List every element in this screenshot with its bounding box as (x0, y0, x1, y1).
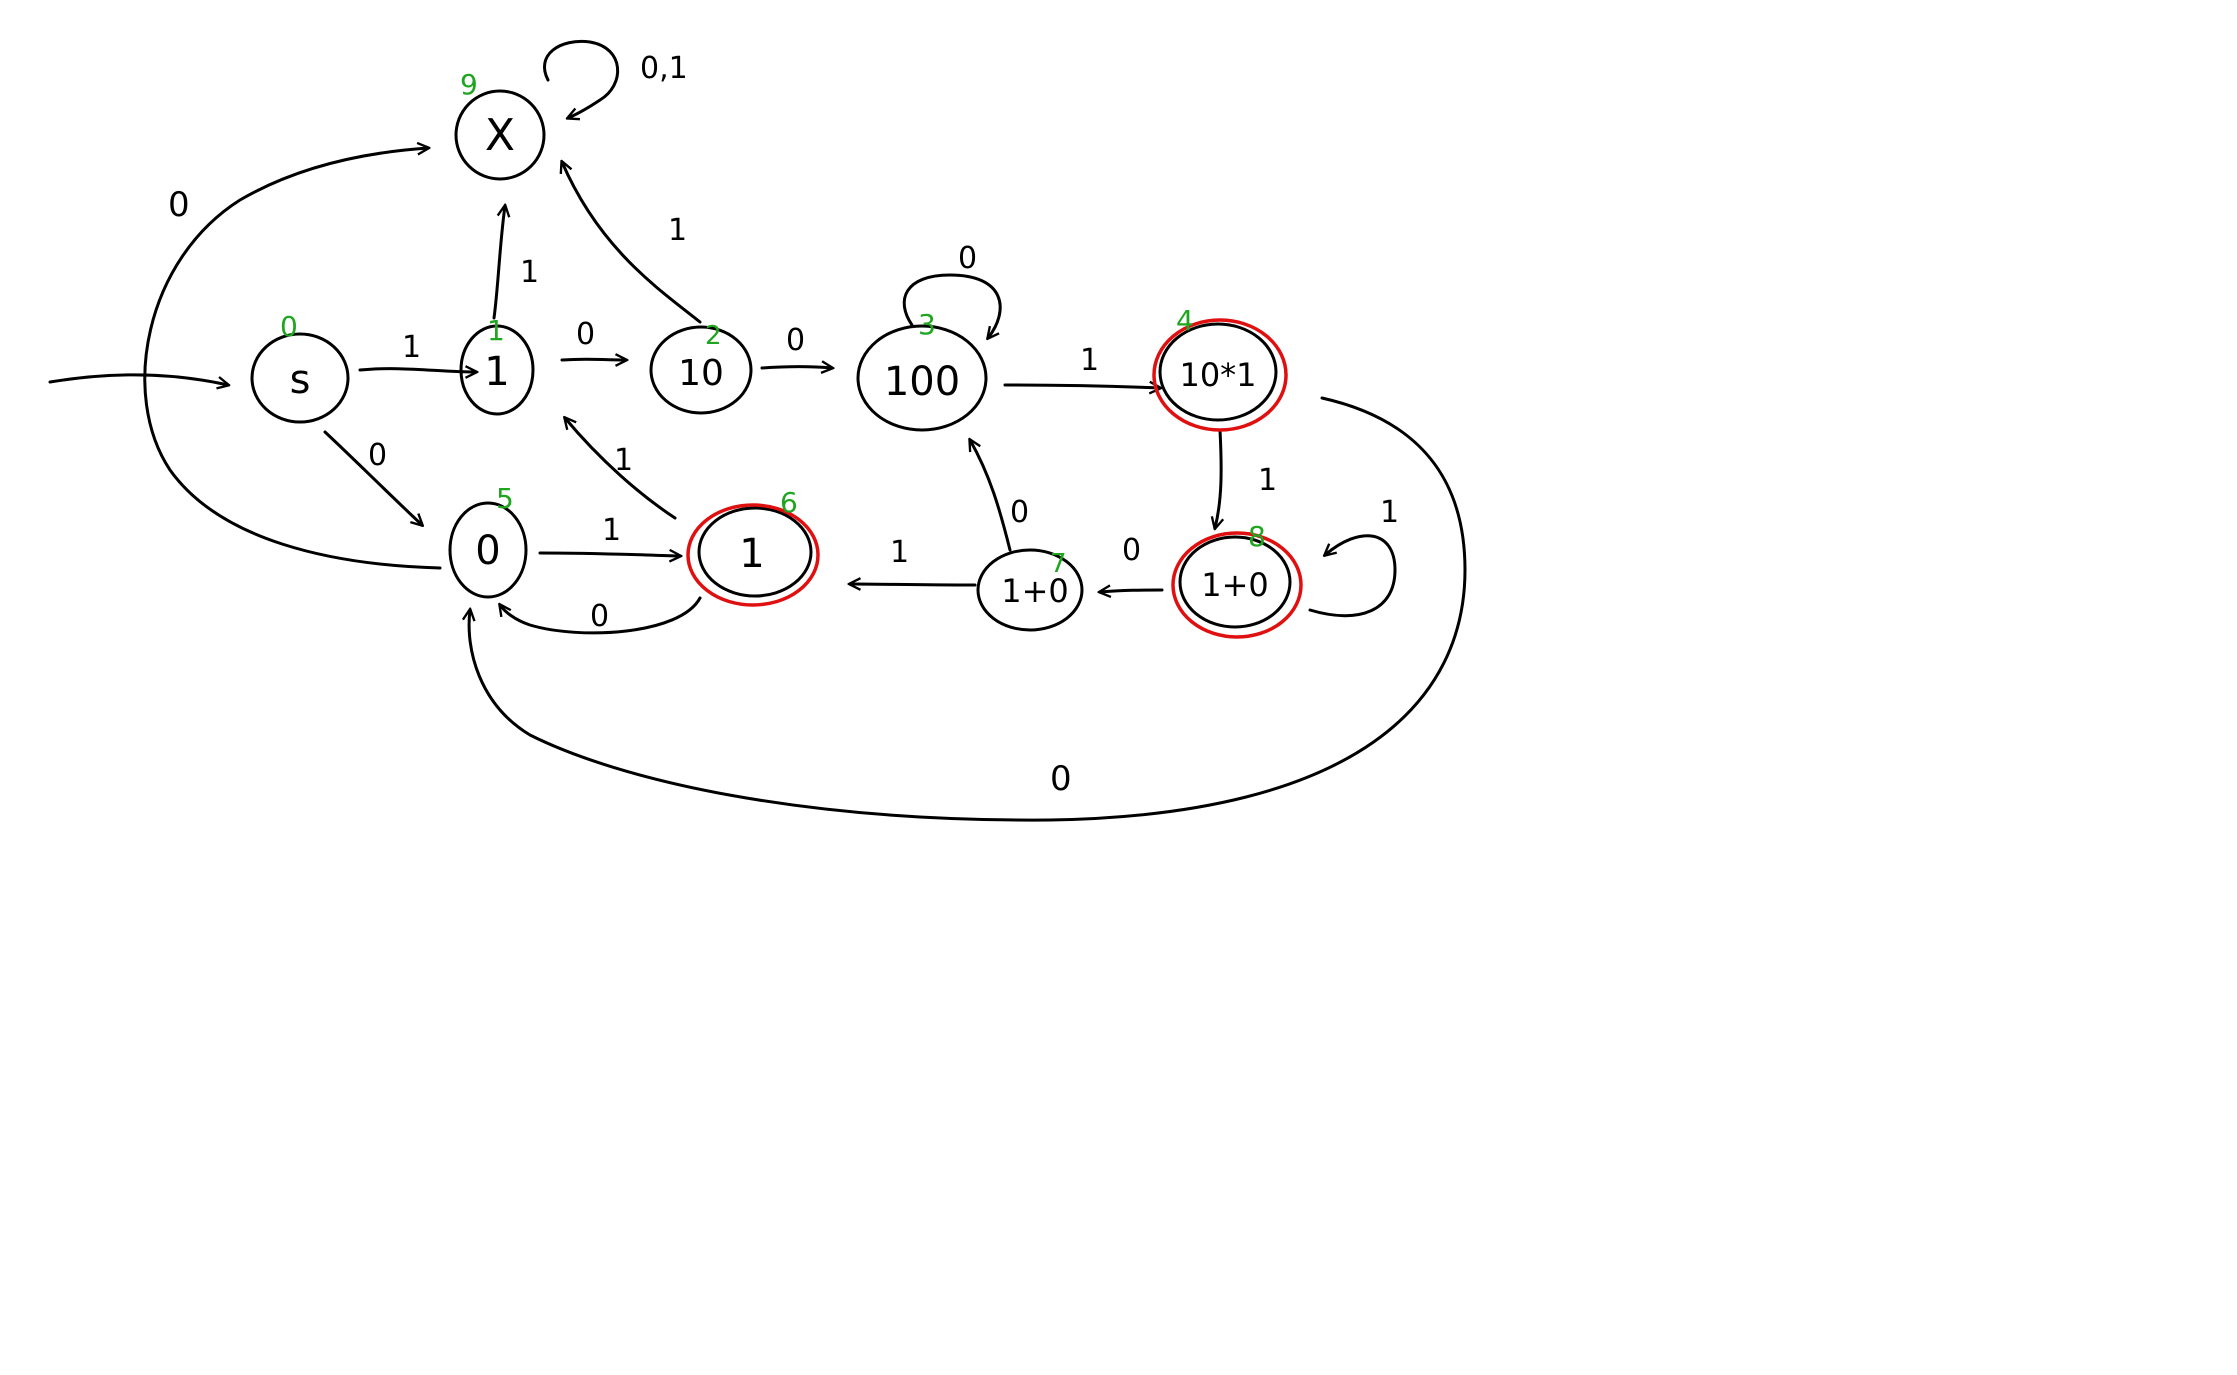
state-q6-label: 1 (739, 531, 764, 577)
state-q4-index: 4 (1176, 304, 1194, 337)
state-q2-label: 10 (678, 353, 724, 394)
state-q3: 100 3 (856, 308, 988, 432)
state-q7-label: 1+0 (1001, 572, 1069, 610)
label-q6-q1: 1 (614, 443, 633, 478)
start-arrow (48, 373, 228, 385)
state-q1-label: 1 (484, 349, 509, 395)
edge-q4-q8 (1215, 428, 1221, 528)
state-q3-index: 3 (918, 308, 936, 341)
edge-q8-q7 (1100, 590, 1164, 592)
state-q8-label: 1+0 (1201, 566, 1269, 604)
edge-q5-q6 (538, 553, 680, 556)
state-q2-index: 2 (705, 321, 722, 351)
label-q8-q7: 0 (1122, 533, 1141, 568)
edge-q7-q3 (970, 440, 1012, 552)
edge-s-q9 (143, 148, 442, 570)
label-q2-q9: 1 (668, 213, 687, 248)
state-q9-index: 9 (460, 68, 478, 101)
state-q9: X 9 (454, 68, 546, 181)
edge-q4-q5 (469, 396, 1467, 822)
edge-s-q5 (323, 430, 422, 525)
label-q8-loop: 1 (1380, 495, 1399, 530)
label-s-q9: 0 (168, 185, 190, 225)
state-s: s 0 (250, 310, 350, 424)
state-q5-index: 5 (496, 482, 514, 515)
state-q6: 1 6 (686, 486, 820, 607)
edge-q6-q1 (565, 418, 677, 520)
edge-q2-q9 (562, 162, 702, 324)
label-q7-q6: 1 (890, 535, 909, 570)
state-q6-index: 6 (780, 486, 798, 519)
edge-q3-loop (902, 273, 1002, 338)
label-q2-q3: 0 (786, 323, 805, 358)
label-q7-q3: 0 (1010, 495, 1029, 530)
state-q7: 1+0 7 (976, 548, 1084, 632)
label-q3-q4: 1 (1080, 343, 1099, 378)
edge-q1-q2 (560, 359, 626, 360)
label-s-q1: 1 (402, 330, 421, 365)
edge-q8-loop (1308, 534, 1397, 618)
state-s-label: s (290, 357, 311, 403)
state-q2: 10 2 (649, 321, 753, 415)
label-q1-q2: 0 (576, 317, 595, 352)
state-q1-index: 1 (487, 314, 505, 347)
edge-q2-q3 (760, 367, 832, 369)
edge-q6-q5 (500, 596, 702, 635)
label-q9-loop: 0,1 (640, 51, 688, 86)
edge-q9-loop (543, 39, 620, 118)
state-s-index: 0 (280, 310, 298, 343)
state-q8: 1+0 8 (1171, 520, 1303, 639)
state-q4: 10*1 4 (1152, 304, 1288, 432)
state-q9-label: X (485, 110, 515, 161)
state-q1: 1 1 (459, 314, 535, 416)
label-q6-q5: 0 (590, 599, 609, 634)
edge-q3-q4 (1003, 385, 1160, 388)
label-q1-q9: 1 (520, 255, 539, 290)
state-q3-label: 100 (884, 359, 960, 405)
edge-q7-q6 (850, 584, 977, 585)
edge-s-q1 (358, 369, 476, 372)
state-q4-label: 10*1 (1179, 356, 1256, 394)
edge-q1-q9 (492, 206, 505, 320)
label-q3-loop: 0 (958, 241, 977, 276)
state-q8-index: 8 (1248, 520, 1266, 553)
state-q7-index: 7 (1050, 549, 1067, 579)
label-q4-q5: 0 (1050, 759, 1072, 799)
label-q5-q6: 1 (602, 513, 621, 548)
label-s-q5: 0 (368, 438, 387, 473)
state-q5: 0 5 (448, 482, 528, 599)
state-q5-label: 0 (475, 528, 500, 574)
label-q4-q8: 1 (1258, 463, 1277, 498)
